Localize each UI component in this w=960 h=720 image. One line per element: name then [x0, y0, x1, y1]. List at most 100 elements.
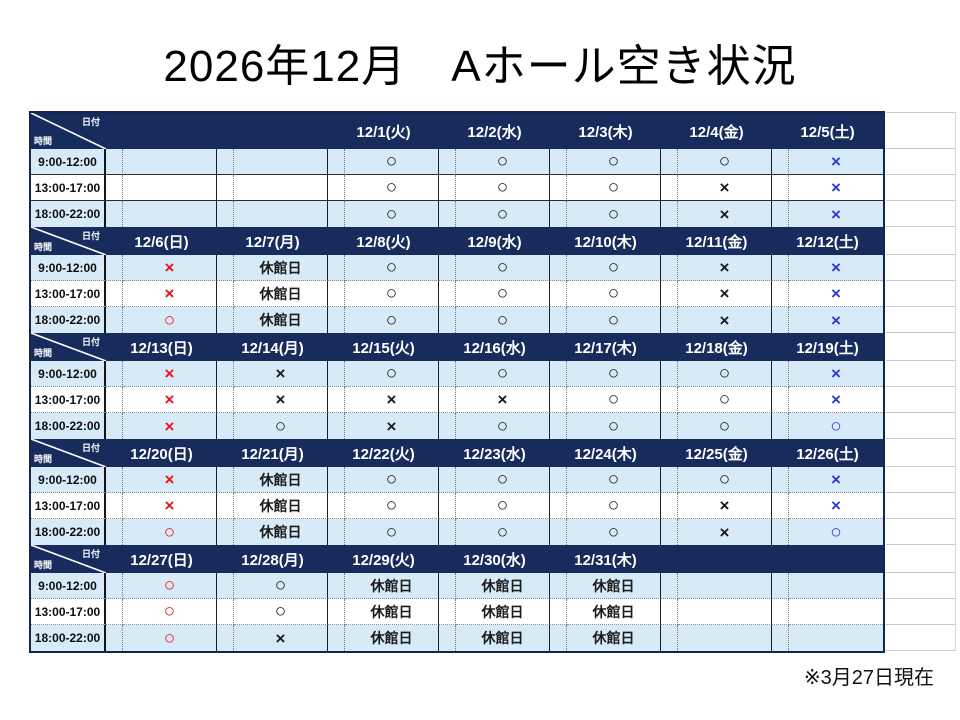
- time-slot-label: 13:00-17:00: [31, 599, 106, 625]
- availability-cell: 休館日: [345, 625, 439, 651]
- spacer-cell: [661, 175, 678, 201]
- spacer-cell: [772, 175, 789, 201]
- availability-cell: 休館日: [234, 307, 328, 333]
- availability-cell: ○: [345, 149, 439, 175]
- availability-cell: 休館日: [234, 255, 328, 281]
- time-row: 13:00-17:00 × 休館日 ○ ○ ○ × ×: [31, 493, 883, 519]
- gridline: [886, 492, 956, 493]
- availability-cell: 休館日: [234, 467, 328, 493]
- availability-cell: ○: [678, 149, 772, 175]
- availability-cell: ×: [789, 281, 883, 307]
- spacer-cell: [217, 467, 234, 493]
- availability-cell: ×: [678, 519, 772, 545]
- time-slot-label: 13:00-17:00: [31, 281, 106, 307]
- availability-cell: ○: [456, 255, 550, 281]
- availability-cell: 休館日: [234, 519, 328, 545]
- spacer-cell: [550, 361, 567, 387]
- time-row: 18:00-22:00 × ○ × ○ ○ ○ ○: [31, 413, 883, 439]
- availability-cell: ○: [567, 201, 661, 227]
- time-row: 18:00-22:00 ○ 休館日 ○ ○ ○ × ×: [31, 307, 883, 333]
- availability-cell: ×: [234, 625, 328, 651]
- spacer-cell: [106, 519, 123, 545]
- spacer-cell: [217, 281, 234, 307]
- spacer-cell: [328, 201, 345, 227]
- availability-cell: ○: [123, 573, 217, 599]
- week-header-row: 日付 時間 12/20(日) 12/21(月) 12/22(火) 12/23(水) 12/2…: [31, 439, 883, 467]
- spacer-cell: [217, 307, 234, 333]
- gridline: [886, 254, 956, 255]
- availability-cell: ○: [234, 573, 328, 599]
- availability-cell: ○: [345, 361, 439, 387]
- time-row: 18:00-22:00 ○ 休館日 ○ ○ ○ × ○: [31, 519, 883, 545]
- spacer-cell: [772, 467, 789, 493]
- date-header: 12/27(日): [130, 551, 193, 569]
- week-header-row: 日付 時間 12/1(火) 12/2(水) 12/3(木) 12/4(金) 12/5(土): [31, 113, 883, 149]
- availability-cell: ○: [123, 625, 217, 651]
- gridline: [886, 518, 956, 519]
- gridline: [886, 200, 956, 201]
- corner-time-label: 時間: [34, 454, 53, 464]
- spacer-cell: [328, 599, 345, 625]
- spacer-cell: [439, 625, 456, 651]
- availability-cell: ○: [345, 201, 439, 227]
- date-header: 12/20(日): [130, 445, 193, 463]
- availability-cell: ×: [678, 281, 772, 307]
- availability-cell: [678, 625, 772, 651]
- spacer-cell: [328, 387, 345, 413]
- date-header: 12/13(日): [130, 339, 193, 357]
- date-header: 12/26(土): [796, 445, 859, 463]
- availability-cell: ×: [678, 307, 772, 333]
- spacer-cell: [106, 467, 123, 493]
- gridline: [886, 624, 956, 625]
- gridline: [886, 174, 956, 175]
- corner-date-label: 日付: [81, 117, 100, 127]
- gridline: [886, 386, 956, 387]
- gridline: [886, 332, 956, 333]
- spacer-cell: [439, 467, 456, 493]
- corner-date-label: 日付: [81, 443, 100, 453]
- availability-cell: ×: [123, 361, 217, 387]
- week-header-row: 日付 時間 12/27(日) 12/28(月) 12/29(火) 12/30(水) 12/3…: [31, 545, 883, 573]
- spacer-cell: [661, 599, 678, 625]
- spacer-cell: [106, 493, 123, 519]
- spacer-cell: [439, 413, 456, 439]
- availability-cell: ○: [830, 415, 842, 437]
- spacer-cell: [661, 255, 678, 281]
- diagonal-divider: [31, 227, 106, 255]
- availability-cell: ○: [345, 467, 439, 493]
- availability-cell: [789, 599, 883, 625]
- time-slot-label: 9:00-12:00: [31, 255, 106, 281]
- date-header: 12/18(金): [685, 339, 748, 357]
- time-row: 18:00-22:00 ○ × 休館日 休館日 休館日: [31, 625, 883, 651]
- spacer-cell: [439, 175, 456, 201]
- spacer-cell: [106, 255, 123, 281]
- time-slot-label: 13:00-17:00: [31, 387, 106, 413]
- week-header-row: 日付 時間 12/6(日) 12/7(月) 12/8(火) 12/9(水) 12/10(木)…: [31, 227, 883, 255]
- availability-cell: ○: [567, 281, 661, 307]
- availability-cell: ○: [456, 467, 550, 493]
- spacer-cell: [550, 201, 567, 227]
- spacer-cell: [217, 599, 234, 625]
- availability-cell: 休館日: [345, 573, 439, 599]
- availability-cell: [234, 149, 328, 175]
- gridline: [886, 306, 956, 307]
- availability-cell: ○: [456, 493, 550, 519]
- gridline: [886, 360, 956, 361]
- date-header: [661, 545, 772, 573]
- spacer-cell: [217, 413, 234, 439]
- gridline: [955, 112, 956, 650]
- time-slot-label: 18:00-22:00: [31, 519, 106, 545]
- spacer-cell: [772, 413, 789, 439]
- spacer-cell: [550, 519, 567, 545]
- availability-cell: ×: [789, 467, 883, 493]
- time-row: 9:00-12:00 ○ ○ 休館日 休館日 休館日: [31, 573, 883, 599]
- availability-cell: ○: [456, 413, 550, 439]
- spacer-cell: [439, 149, 456, 175]
- availability-cell: ○: [345, 493, 439, 519]
- corner-time-label: 時間: [34, 348, 53, 358]
- availability-cell: 休館日: [567, 573, 661, 599]
- spacer-cell: [661, 519, 678, 545]
- spacer-cell: [439, 201, 456, 227]
- availability-cell: ○: [123, 599, 217, 625]
- spacer-cell: [328, 281, 345, 307]
